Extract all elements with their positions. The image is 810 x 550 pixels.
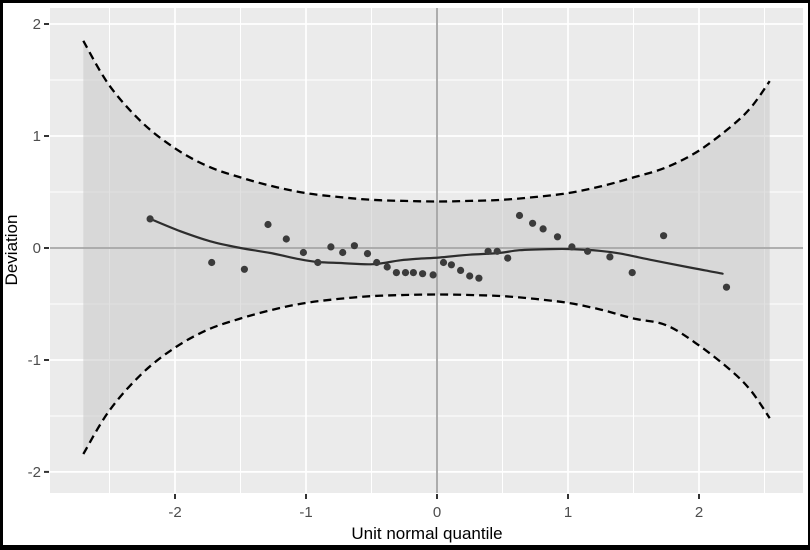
chart-layers: -2 -1 0 1 2 2 1 0 -1 -2 [28, 8, 803, 521]
x-tick-label: 1 [564, 504, 572, 521]
y-tick-label: -2 [28, 464, 41, 481]
data-point [401, 269, 410, 277]
data-point [373, 258, 381, 267]
data-point [383, 263, 391, 271]
data-point [457, 266, 465, 274]
x-tick-label: -1 [299, 504, 312, 521]
data-point [484, 247, 492, 255]
data-point [504, 254, 512, 262]
worm-plot-canvas: -2 -1 0 1 2 2 1 0 -1 -2 Unit normal quantile Devi… [3, 8, 803, 543]
data-point [539, 225, 547, 233]
y-tick-label: 1 [33, 128, 41, 145]
data-point [722, 283, 731, 291]
data-point [350, 242, 358, 250]
y-tick-label: 0 [33, 240, 41, 257]
data-point [240, 265, 248, 273]
data-point [529, 219, 537, 227]
data-point [282, 235, 290, 243]
data-point [314, 258, 322, 267]
x-tick-label: -2 [168, 504, 181, 521]
y-tick-label: -1 [28, 352, 41, 369]
data-point [409, 269, 417, 277]
lower-confidence-band-dashed-line [82, 293, 771, 455]
data-point [584, 247, 592, 255]
data-point [299, 248, 307, 257]
data-point [429, 271, 437, 279]
data-point [146, 215, 154, 223]
data-point [515, 211, 524, 220]
data-point [447, 261, 455, 269]
x-axis-title: Unit normal quantile [351, 524, 502, 543]
data-point [363, 250, 372, 258]
data-point [568, 243, 576, 251]
upper-confidence-band-dashed-line [82, 40, 771, 203]
data-point [628, 269, 636, 277]
data-point [493, 247, 501, 255]
data-point [475, 274, 483, 282]
y-tick-label: 2 [33, 16, 41, 33]
data-point [466, 272, 474, 280]
data-point [606, 253, 614, 261]
data-point [327, 243, 335, 251]
data-point [339, 248, 347, 257]
y-axis-title: Deviation [3, 215, 21, 286]
data-point [660, 232, 668, 240]
data-point [264, 220, 272, 229]
data-point [553, 233, 562, 241]
x-tick-label: 2 [695, 504, 703, 521]
smooth-fit-line [149, 217, 724, 275]
data-point [208, 258, 216, 267]
data-point [392, 269, 400, 277]
x-tick-label: 0 [433, 504, 441, 521]
data-point [419, 270, 427, 278]
data-point [439, 258, 448, 267]
